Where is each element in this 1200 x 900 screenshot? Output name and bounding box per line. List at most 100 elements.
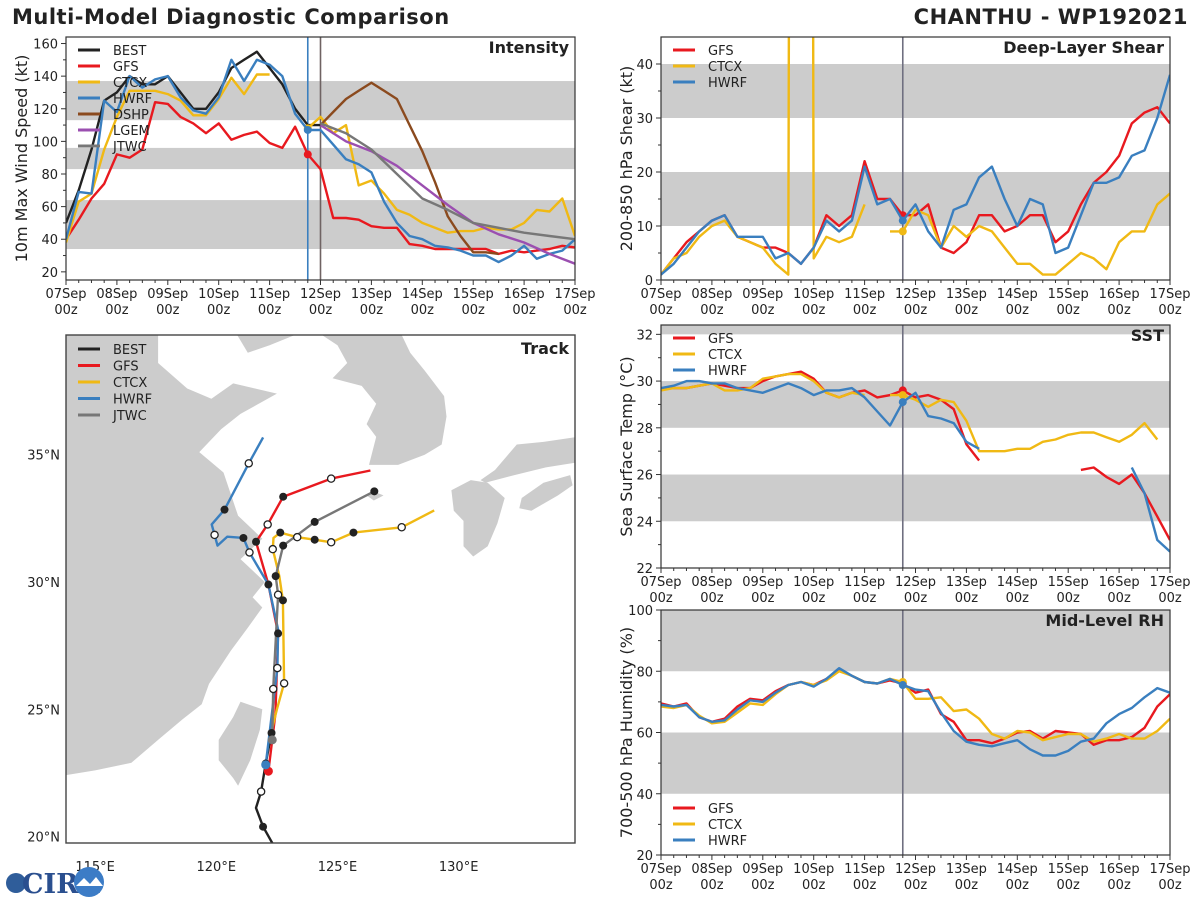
- logo-emblem-icon: [74, 867, 104, 897]
- series-line-dshp: [319, 81, 499, 256]
- x-tick-day: 09Sep: [742, 575, 783, 590]
- x-tick-day: 15Sep: [453, 287, 494, 302]
- x-tick-hour: 00z: [258, 303, 282, 318]
- track-marker-open: [279, 679, 289, 688]
- x-tick-day: 13Sep: [946, 862, 987, 877]
- x-tick-label: 17Sep 00z: [1149, 862, 1190, 893]
- y-tick-label: 60: [41, 201, 58, 216]
- series-line-ctcx: [890, 192, 1170, 276]
- cira-logo: CIRA: [6, 867, 104, 900]
- x-tick-label: 16Sep 00z: [1099, 862, 1140, 893]
- map-frame: [65, 334, 576, 844]
- track-marker-open: [326, 538, 336, 547]
- x-tick-hour: 00z: [156, 303, 180, 318]
- x-tick-label: 13Sep 00z: [946, 862, 987, 893]
- series-line-hwrf: [661, 667, 1170, 757]
- series-line-hwrf: [1130, 466, 1170, 553]
- x-tick-day: 10Sep: [793, 575, 834, 590]
- x-tick-hour: 00z: [1057, 591, 1081, 606]
- legend-label-ctcx: CTCX: [708, 60, 742, 75]
- analysis-point-hwrf: [898, 216, 907, 225]
- shaded-band: [661, 64, 1170, 118]
- x-tick-label: 11Sep 00z: [844, 575, 885, 606]
- x-tick-hour: 00z: [853, 591, 877, 606]
- land-shape: [519, 475, 573, 511]
- x-tick-label: 09Sep 00z: [742, 575, 783, 606]
- x-tick-day: 17Sep: [1149, 287, 1190, 302]
- x-tick-label: 11Sep 00z: [844, 287, 885, 318]
- track-marker-filled: [271, 572, 280, 581]
- y-tick-label: 20: [636, 849, 653, 864]
- x-tick-hour: 00z: [649, 303, 673, 318]
- x-tick-hour: 00z: [105, 303, 129, 318]
- y-tick-label: 140: [33, 70, 58, 85]
- x-tick-day: 13Sep: [946, 575, 987, 590]
- x-tick-day: 12Sep: [895, 287, 936, 302]
- x-tick-label: 15Sep 00z: [453, 287, 494, 318]
- y-tick-label: 100: [33, 135, 58, 150]
- track-marker-filled: [267, 728, 276, 737]
- x-tick-hour: 00z: [751, 303, 775, 318]
- analysis-point-gfs: [303, 150, 312, 159]
- y-tick-label: 100: [628, 604, 653, 619]
- analysis-point-hwrf: [898, 681, 907, 690]
- plot-area: [661, 610, 1170, 855]
- land-shape: [321, 335, 447, 465]
- x-tick-hour: 00z: [1006, 591, 1030, 606]
- land-shape: [451, 480, 505, 557]
- x-tick-hour: 00z: [1158, 878, 1182, 893]
- x-tick-hour: 00z: [360, 303, 384, 318]
- x-tick-hour: 00z: [1107, 303, 1131, 318]
- x-tick-day: 16Sep: [1099, 862, 1140, 877]
- track-line-jtwc: [271, 490, 375, 740]
- track-marker-open: [256, 787, 266, 796]
- legend-label-ctcx: CTCX: [113, 76, 147, 91]
- x-tick-day: 09Sep: [147, 287, 188, 302]
- x-tick-label: 14Sep 00z: [997, 287, 1038, 318]
- legend-label-hwrf: HWRF: [708, 364, 747, 379]
- x-tick-day: 15Sep: [1048, 287, 1089, 302]
- mountain-icon: [76, 877, 103, 886]
- legend-label-best: BEST: [113, 343, 146, 358]
- track-marker-filled: [274, 629, 283, 638]
- x-tick-hour: 00z: [649, 878, 673, 893]
- x-tick-label: 08Sep 00z: [691, 287, 732, 318]
- analysis-point-ctcx: [898, 227, 907, 236]
- y-tick-label: 60: [636, 727, 653, 742]
- series-line-lgem: [319, 124, 575, 265]
- x-tick-label: 11Sep 00z: [844, 862, 885, 893]
- x-tick-day: 16Sep: [1099, 575, 1140, 590]
- x-tick-day: 09Sep: [742, 287, 783, 302]
- legend-label-jtwc: JTWC: [112, 140, 147, 155]
- analysis-point-hwrf: [303, 125, 312, 134]
- x-tick-hour: 00z: [955, 303, 979, 318]
- x-tick-label: 12Sep 00z: [895, 862, 936, 893]
- x-tick-day: 07Sep: [640, 575, 681, 590]
- track-marker-filled: [252, 537, 261, 546]
- x-tick-label: 08Sep 00z: [96, 287, 137, 318]
- y-axis-label: Sea Surface Temp (°C): [617, 356, 636, 536]
- series-line-ctcx: [66, 73, 270, 243]
- x-tick-label: 07Sep 00z: [640, 862, 681, 893]
- page-title: Multi-Model Diagnostic Comparison: [12, 5, 450, 29]
- track-marker-filled: [370, 487, 379, 496]
- track-marker-filled: [276, 528, 285, 537]
- track-marker-open: [268, 684, 278, 694]
- y-tick-label: 20: [636, 166, 653, 181]
- x-tick-label: 09Sep 00z: [742, 287, 783, 318]
- x-tick-label: 13Sep 00z: [946, 287, 987, 318]
- shaded-band: [661, 732, 1170, 794]
- y-tick-label: 40: [636, 788, 653, 803]
- track-marker-open: [263, 520, 272, 529]
- x-tick-hour: 00z: [700, 878, 724, 893]
- track-marker-open: [268, 544, 278, 554]
- y-tick-label: 32: [636, 328, 653, 343]
- track-marker-filled: [264, 580, 273, 589]
- x-tick-label: 09Sep 00z: [147, 287, 188, 318]
- y-tick-label: 20: [41, 266, 58, 281]
- x-tick-label: 16Sep 00z: [1099, 287, 1140, 318]
- land-shape: [66, 335, 277, 776]
